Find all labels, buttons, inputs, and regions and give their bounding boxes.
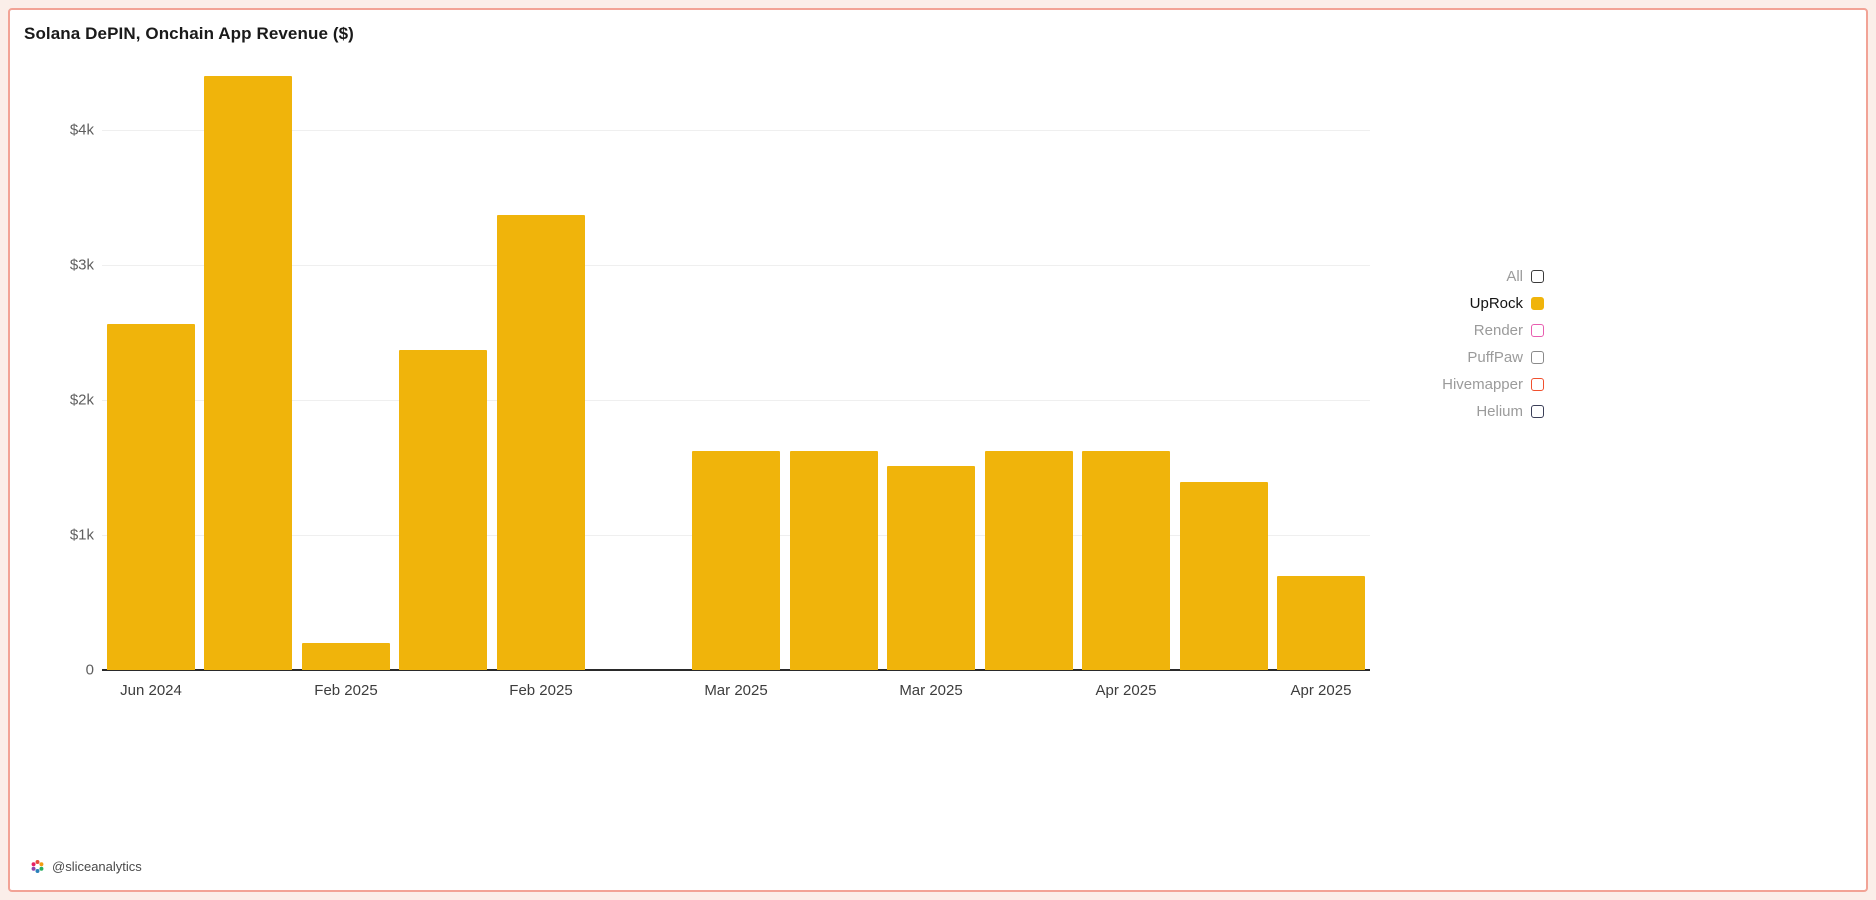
y-tick-label: $2k bbox=[69, 391, 94, 409]
legend-label: UpRock bbox=[1469, 295, 1523, 312]
bar-uprock-4[interactable] bbox=[497, 215, 585, 670]
legend-swatch-uprock bbox=[1531, 297, 1544, 310]
legend-swatch-helium bbox=[1531, 405, 1544, 418]
legend-swatch-puffpaw bbox=[1531, 351, 1544, 364]
bar-uprock-2[interactable] bbox=[302, 643, 390, 670]
bar-uprock-10[interactable] bbox=[1082, 451, 1170, 670]
legend-label: All bbox=[1506, 268, 1523, 285]
y-tick-label: $4k bbox=[69, 121, 94, 139]
y-tick-label: $1k bbox=[69, 526, 94, 544]
sliceanalytics-logo-icon bbox=[31, 860, 44, 873]
bar-uprock-8[interactable] bbox=[887, 466, 975, 670]
y-tick-label: 0 bbox=[85, 661, 94, 679]
attribution-handle: @sliceanalytics bbox=[52, 859, 142, 874]
legend-item-helium[interactable]: Helium bbox=[1476, 403, 1544, 420]
gridline bbox=[102, 130, 1370, 132]
bar-uprock-3[interactable] bbox=[399, 350, 487, 670]
legend-label: Hivemapper bbox=[1442, 376, 1523, 393]
bar-uprock-7[interactable] bbox=[790, 451, 878, 670]
legend-label: Helium bbox=[1476, 403, 1523, 420]
legend-item-uprock[interactable]: UpRock bbox=[1470, 295, 1544, 312]
x-tick-label: Apr 2025 bbox=[1095, 682, 1157, 699]
gridline bbox=[102, 265, 1370, 267]
x-tick-label: Apr 2025 bbox=[1290, 682, 1352, 699]
x-axis-line bbox=[102, 669, 1370, 671]
gridline bbox=[102, 400, 1370, 402]
bar-uprock-11[interactable] bbox=[1180, 482, 1268, 670]
bar-uprock-0[interactable] bbox=[107, 324, 195, 670]
bar-uprock-6[interactable] bbox=[692, 451, 780, 670]
x-tick-label: Mar 2025 bbox=[899, 682, 963, 699]
legend-label: Render bbox=[1473, 322, 1523, 339]
chart-card: Solana DePIN, Onchain App Revenue ($) 0 $… bbox=[8, 8, 1868, 892]
bar-uprock-12[interactable] bbox=[1277, 576, 1365, 670]
legend-item-hivemapper[interactable]: Hivemapper bbox=[1442, 376, 1544, 393]
legend-swatch-render bbox=[1531, 324, 1544, 337]
x-axis: Jun 2024 Feb 2025 Feb 2025 Mar 2025 Mar 2025… bbox=[102, 678, 1370, 704]
plot-area bbox=[102, 10, 1370, 671]
legend: All UpRock Render PuffPaw Hivemapper Helium bbox=[1442, 268, 1544, 420]
y-axis: 0 $1k $2k $3k $4k bbox=[10, 10, 94, 710]
legend-label: PuffPaw bbox=[1467, 349, 1523, 366]
x-tick-label: Feb 2025 bbox=[314, 682, 378, 699]
x-tick-label: Jun 2024 bbox=[120, 682, 182, 699]
chart-title: Solana DePIN, Onchain App Revenue ($) bbox=[24, 24, 354, 43]
legend-item-render[interactable]: Render bbox=[1474, 322, 1544, 339]
legend-swatch-hivemapper bbox=[1531, 378, 1544, 391]
legend-item-all[interactable]: All bbox=[1506, 268, 1544, 285]
bar-uprock-9[interactable] bbox=[985, 451, 1073, 670]
legend-item-puffpaw[interactable]: PuffPaw bbox=[1467, 349, 1544, 366]
x-tick-label: Mar 2025 bbox=[704, 682, 768, 699]
legend-swatch-all bbox=[1531, 270, 1544, 283]
bar-uprock-1[interactable] bbox=[204, 76, 292, 670]
x-tick-label: Feb 2025 bbox=[509, 682, 573, 699]
y-tick-label: $3k bbox=[69, 256, 94, 274]
attribution: @sliceanalytics bbox=[30, 859, 142, 874]
